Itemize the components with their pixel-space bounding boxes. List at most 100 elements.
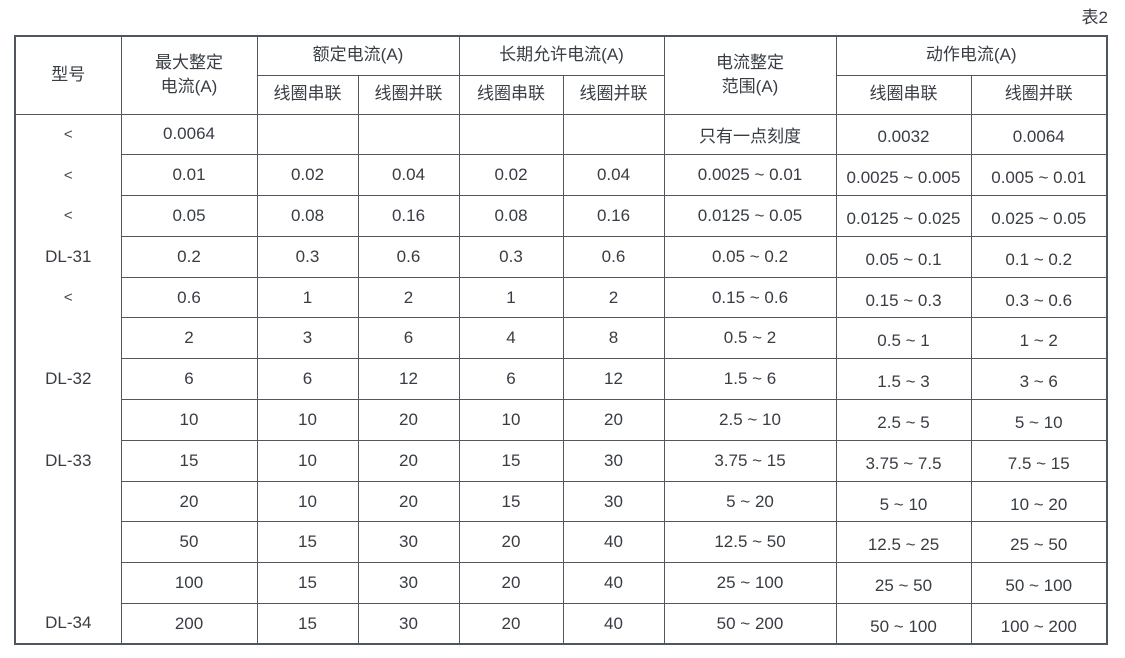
cell-text: 0.025 ~ 0.05 bbox=[991, 208, 1087, 228]
cell-model: < bbox=[14, 195, 122, 237]
cell-operating-parallel: 0.0064 bbox=[970, 113, 1108, 156]
cell-text: 12.5 ~ 25 bbox=[867, 535, 940, 555]
cell-operating-series: 3.75 ~ 7.5 bbox=[835, 439, 972, 482]
cell-longterm-parallel: 8 bbox=[562, 317, 665, 360]
cell-text: 0.15 ~ 0.3 bbox=[865, 290, 942, 310]
cell-text: 0.005 ~ 0.01 bbox=[991, 168, 1087, 188]
cell-rated-series: 10 bbox=[256, 480, 359, 523]
cell-operating-parallel: 50 ~ 100 bbox=[970, 562, 1108, 605]
cell-model bbox=[14, 562, 122, 604]
cell-max-current: 0.0064 bbox=[120, 113, 258, 156]
table-row: 20 10 20 15 30 5 ~ 20 5 ~ 10 10 ~ 20 bbox=[14, 480, 1108, 523]
cell-rated-series: 0.02 bbox=[256, 154, 359, 197]
cell-longterm-series: 4 bbox=[458, 317, 564, 360]
cell-longterm-series: 20 bbox=[458, 521, 564, 564]
cell-model: DL-34 bbox=[14, 603, 122, 645]
cell-text: 25 ~ 50 bbox=[1010, 535, 1068, 555]
cell-model: < bbox=[14, 277, 122, 318]
cell-operating-series: 25 ~ 50 bbox=[835, 562, 972, 605]
cell-rated-series: 10 bbox=[256, 399, 359, 441]
header-row-subcolumns: 线圈串联 线圈并联 线圈串联 线圈并联 线圈串联 线圈并联 bbox=[15, 74, 1108, 115]
cell-longterm-series: 15 bbox=[458, 439, 564, 482]
cell-text: 5 ~ 10 bbox=[1014, 412, 1063, 432]
cell-max-current: 15 bbox=[120, 439, 258, 482]
cell-operating-series: 50 ~ 100 bbox=[835, 603, 972, 645]
cell-rated-series: 0.3 bbox=[256, 235, 359, 278]
cell-setting-range: 50 ~ 200 bbox=[663, 603, 837, 645]
cell-text: 1 ~ 2 bbox=[1019, 331, 1058, 351]
cell-rated-parallel: 0.16 bbox=[357, 195, 460, 237]
table-row: 50 15 30 20 40 12.5 ~ 50 12.5 ~ 25 25 ~ … bbox=[14, 521, 1108, 564]
table-row: DL-32 6 6 12 6 12 1.5 ~ 6 1.5 ~ 3 3 ~ 6 bbox=[14, 358, 1108, 401]
header-longterm-current-group: 长期允许电流(A) bbox=[458, 35, 665, 76]
cell-model: DL-33 bbox=[14, 440, 122, 482]
cell-rated-series: 1 bbox=[256, 276, 359, 319]
cell-max-current: 20 bbox=[120, 480, 258, 523]
cell-rated-series: 6 bbox=[256, 358, 359, 401]
cell-operating-series: 0.0125 ~ 0.025 bbox=[835, 195, 972, 237]
cell-operating-parallel: 0.3 ~ 0.6 bbox=[970, 276, 1108, 319]
table-row: 2 3 6 4 8 0.5 ~ 2 0.5 ~ 1 1 ~ 2 bbox=[14, 317, 1108, 360]
cell-longterm-series: 0.02 bbox=[458, 154, 564, 197]
cell-text: 0.0125 ~ 0.025 bbox=[846, 208, 961, 228]
cell-longterm-series bbox=[458, 113, 564, 156]
cell-operating-parallel: 0.005 ~ 0.01 bbox=[970, 154, 1108, 197]
cell-operating-parallel: 5 ~ 10 bbox=[970, 399, 1108, 441]
cell-model bbox=[14, 399, 122, 441]
cell-text: 0.0064 bbox=[1012, 127, 1065, 147]
cell-max-current: 100 bbox=[120, 562, 258, 605]
header-setting-range: 电流整定 范围(A) bbox=[663, 35, 837, 115]
cell-operating-series: 0.05 ~ 0.1 bbox=[835, 235, 972, 278]
cell-longterm-series: 1 bbox=[458, 276, 564, 319]
cell-setting-range: 0.05 ~ 0.2 bbox=[663, 235, 837, 278]
cell-longterm-parallel: 0.16 bbox=[562, 195, 665, 237]
cell-text: 10 ~ 20 bbox=[1010, 494, 1068, 514]
cell-setting-range: 25 ~ 100 bbox=[663, 562, 837, 605]
header-rated-current-group: 额定电流(A) bbox=[256, 35, 460, 76]
cell-max-current: 10 bbox=[120, 399, 258, 441]
cell-operating-series: 0.5 ~ 1 bbox=[835, 317, 972, 360]
cell-longterm-series: 6 bbox=[458, 358, 564, 401]
table-row: DL-33 15 10 20 15 30 3.75 ~ 15 3.75 ~ 7.… bbox=[14, 439, 1108, 482]
cell-rated-parallel: 30 bbox=[357, 521, 460, 564]
cell-longterm-parallel: 0.04 bbox=[562, 154, 665, 197]
subheader-longterm-coil-series: 线圈串联 bbox=[458, 74, 564, 115]
header-model: 型号 bbox=[14, 35, 122, 115]
table-caption-number: 表2 bbox=[1081, 8, 1108, 27]
cell-max-current: 0.2 bbox=[120, 235, 258, 278]
cell-max-current: 0.6 bbox=[120, 276, 258, 319]
subheader-operating-coil-series: 线圈串联 bbox=[835, 74, 972, 115]
cell-text: 0.0032 bbox=[877, 127, 930, 147]
cell-longterm-parallel: 0.6 bbox=[562, 235, 665, 278]
cell-text: 0.0025 ~ 0.005 bbox=[846, 168, 961, 188]
table-row: < 0.6 1 2 1 2 0.15 ~ 0.6 0.15 ~ 0.3 0.3 … bbox=[14, 276, 1108, 319]
cell-operating-parallel: 3 ~ 6 bbox=[970, 358, 1108, 401]
cell-operating-series: 0.0032 bbox=[835, 113, 972, 156]
table-row: 100 15 30 20 40 25 ~ 100 25 ~ 50 50 ~ 10… bbox=[14, 562, 1108, 605]
table-row: < 0.05 0.08 0.16 0.08 0.16 0.0125 ~ 0.05… bbox=[14, 195, 1108, 237]
cell-max-current: 200 bbox=[120, 603, 258, 645]
cell-setting-range: 0.15 ~ 0.6 bbox=[663, 276, 837, 319]
cell-setting-range: 3.75 ~ 15 bbox=[663, 439, 837, 482]
cell-operating-parallel: 1 ~ 2 bbox=[970, 317, 1108, 360]
cell-text: 0.1 ~ 0.2 bbox=[1005, 249, 1073, 269]
cell-rated-parallel: 6 bbox=[357, 317, 460, 360]
cell-rated-parallel: 2 bbox=[357, 276, 460, 319]
cell-longterm-parallel: 40 bbox=[562, 562, 665, 605]
cell-operating-series: 5 ~ 10 bbox=[835, 480, 972, 523]
cell-rated-parallel: 20 bbox=[357, 480, 460, 523]
cell-rated-series: 3 bbox=[256, 317, 359, 360]
cell-text: 3 ~ 6 bbox=[1019, 372, 1058, 392]
cell-operating-parallel: 0.1 ~ 0.2 bbox=[970, 235, 1108, 278]
cell-rated-parallel: 30 bbox=[357, 603, 460, 645]
cell-longterm-parallel: 30 bbox=[562, 439, 665, 482]
table-row: < 0.0064 只有一点刻度 0.0032 0.0064 bbox=[14, 113, 1108, 156]
cell-longterm-parallel: 12 bbox=[562, 358, 665, 401]
subheader-rated-coil-series: 线圈串联 bbox=[256, 74, 359, 115]
cell-text: 5 ~ 10 bbox=[879, 494, 928, 514]
cell-longterm-parallel bbox=[562, 113, 665, 156]
cell-rated-parallel: 12 bbox=[357, 358, 460, 401]
cell-model: DL-31 bbox=[14, 236, 122, 278]
cell-longterm-parallel: 40 bbox=[562, 521, 665, 564]
cell-longterm-series: 0.3 bbox=[458, 235, 564, 278]
